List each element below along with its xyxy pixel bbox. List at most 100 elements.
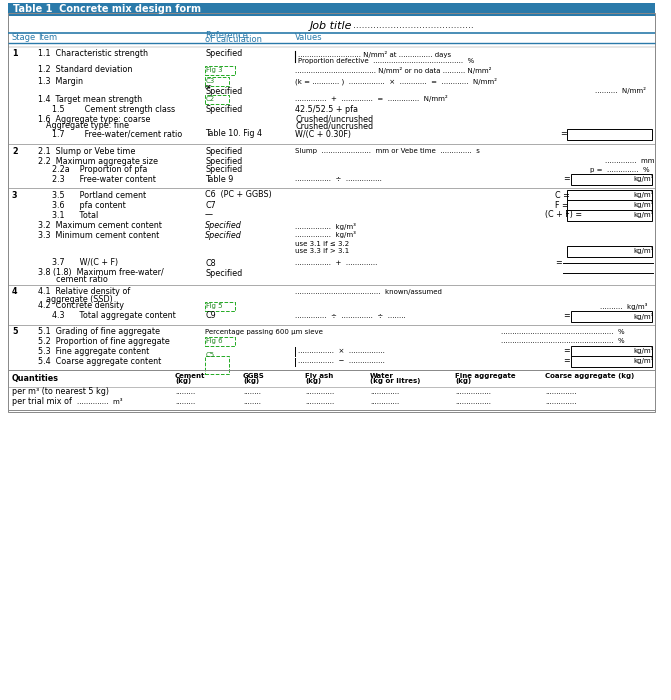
Text: kg/m³: kg/m³ <box>633 312 654 319</box>
Text: Fig 6: Fig 6 <box>206 338 223 344</box>
Bar <box>205 77 229 86</box>
Text: kg/m³: kg/m³ <box>633 202 654 209</box>
Text: 5.1  Grading of fine aggregate: 5.1 Grading of fine aggregate <box>38 328 160 337</box>
Bar <box>567 246 652 257</box>
Text: 2.3      Free-water content: 2.3 Free-water content <box>52 174 156 183</box>
Text: Specified: Specified <box>205 165 242 174</box>
Text: Fig 5: Fig 5 <box>206 303 223 309</box>
Text: GGBS: GGBS <box>243 373 265 379</box>
Text: Quantities: Quantities <box>12 374 59 382</box>
Text: cement ratio: cement ratio <box>56 276 108 284</box>
Text: (kg or litres): (kg or litres) <box>370 378 420 384</box>
Text: Specified: Specified <box>205 88 242 97</box>
Text: 3.5      Portland cement: 3.5 Portland cement <box>52 190 146 199</box>
Text: Water: Water <box>370 373 394 379</box>
Text: kg/m³: kg/m³ <box>633 358 654 365</box>
Text: =: = <box>563 356 570 365</box>
Text: Specified: Specified <box>205 230 242 239</box>
Text: ..........................................: ........................................… <box>353 22 474 31</box>
Text: Reference: Reference <box>205 31 248 39</box>
Text: Table 9: Table 9 <box>205 174 234 183</box>
Text: 1.3  Margin: 1.3 Margin <box>38 76 83 85</box>
Text: ........: ........ <box>243 399 261 405</box>
Text: ..............  m³: .............. m³ <box>77 399 123 405</box>
Text: per trial mix of: per trial mix of <box>12 398 72 407</box>
Text: ..................................................  %: ........................................… <box>501 329 625 335</box>
Text: .............: ............. <box>305 399 334 405</box>
Text: 1.6  Aggregate type: coarse: 1.6 Aggregate type: coarse <box>38 115 150 123</box>
Text: C =: C = <box>555 190 570 199</box>
Text: =: = <box>563 174 570 183</box>
Text: 4.3      Total aggregate content: 4.3 Total aggregate content <box>52 312 176 321</box>
Text: 3.1      Total: 3.1 Total <box>52 211 98 220</box>
Text: 4.1  Relative density of: 4.1 Relative density of <box>38 288 130 297</box>
Text: Proportion defective  ........................................  %: Proportion defective ...................… <box>298 58 474 64</box>
Bar <box>571 174 652 185</box>
Text: (kg): (kg) <box>243 378 259 384</box>
Text: =: = <box>563 312 570 321</box>
Text: 3: 3 <box>12 190 17 199</box>
Text: Stage: Stage <box>12 32 36 41</box>
Text: Item: Item <box>38 32 57 41</box>
Text: ........: ........ <box>243 389 261 395</box>
Text: kg/m³: kg/m³ <box>633 347 654 354</box>
Text: C3: C3 <box>206 78 215 84</box>
Text: Table 10. Fig 4: Table 10. Fig 4 <box>205 130 262 139</box>
Text: W/(C + 0.30F): W/(C + 0.30F) <box>295 130 351 139</box>
Bar <box>8 13 655 412</box>
Text: Aggregate type: fine: Aggregate type: fine <box>46 122 129 130</box>
Bar <box>567 129 652 140</box>
Text: 5: 5 <box>12 328 17 337</box>
Text: kg/m³: kg/m³ <box>633 176 654 183</box>
Text: 5.4  Coarse aggregate content: 5.4 Coarse aggregate content <box>38 356 161 365</box>
Text: 1: 1 <box>12 50 17 59</box>
Text: 1.7        Free-water/cement ratio: 1.7 Free-water/cement ratio <box>52 130 183 139</box>
Text: Specified: Specified <box>205 221 242 230</box>
Text: .........: ......... <box>175 389 195 395</box>
Text: 2.2a    Proportion of pfa: 2.2a Proportion of pfa <box>52 165 148 174</box>
Text: Crushed/uncrushed: Crushed/uncrushed <box>295 122 373 130</box>
Text: (kg): (kg) <box>455 378 471 384</box>
Text: 3.6      pfa content: 3.6 pfa content <box>52 200 125 209</box>
Text: ..........  N/mm²: .......... N/mm² <box>595 87 646 94</box>
Text: or: or <box>205 84 212 90</box>
Text: 5.2  Proportion of fine aggregate: 5.2 Proportion of fine aggregate <box>38 337 170 346</box>
Text: .........: ......... <box>175 399 195 405</box>
Bar <box>571 346 652 357</box>
Text: 42.5/52.5 + pfa: 42.5/52.5 + pfa <box>295 104 358 113</box>
Text: ..............: .............. <box>545 399 576 405</box>
Text: Specified: Specified <box>205 104 242 113</box>
Text: p =  ..............  %: p = .............. % <box>590 167 650 173</box>
Text: Job title: Job title <box>310 21 352 31</box>
Text: =: = <box>555 258 562 267</box>
Text: 1.2  Standard deviation: 1.2 Standard deviation <box>38 66 132 74</box>
Text: 1.4  Target mean strength: 1.4 Target mean strength <box>38 94 142 104</box>
Bar <box>205 337 235 346</box>
Bar <box>205 66 235 75</box>
Bar <box>567 190 652 201</box>
Text: Specified: Specified <box>205 50 242 59</box>
Bar <box>205 356 229 374</box>
Text: 3.2  Maximum cement content: 3.2 Maximum cement content <box>38 221 162 230</box>
Text: Specified: Specified <box>205 157 242 165</box>
Text: Fine aggregate: Fine aggregate <box>455 373 515 379</box>
Text: Coarse aggregate (kg): Coarse aggregate (kg) <box>545 373 634 379</box>
Text: kg/m³: kg/m³ <box>633 248 654 255</box>
Text: (k = ............ )  ................  ×  ............  =  ............  N/mm²: (k = ............ ) ................ × .… <box>295 77 497 85</box>
Text: Fig 3: Fig 3 <box>206 67 223 73</box>
Text: .................................... N/mm² or no data .......... N/mm²: .................................... N/m… <box>295 66 491 74</box>
Text: ..........  kg/m³: .......... kg/m³ <box>600 302 648 309</box>
Bar <box>567 200 652 211</box>
Text: ................: ................ <box>455 389 491 395</box>
Text: aggregate (SSD): aggregate (SSD) <box>46 295 113 304</box>
Text: Table 1  Concrete mix design form: Table 1 Concrete mix design form <box>13 4 201 15</box>
Text: ................  −  ................: ................ − ................ <box>298 358 385 364</box>
Text: =: = <box>563 346 570 356</box>
Text: ................  +  ..............: ................ + .............. <box>295 260 377 266</box>
Text: .............: ............. <box>370 389 399 395</box>
Text: —: — <box>205 211 213 220</box>
Bar <box>571 311 652 322</box>
Text: 2.2  Maximum aggregate size: 2.2 Maximum aggregate size <box>38 157 158 165</box>
Text: Values: Values <box>295 32 323 41</box>
Text: ................  ×  ................: ................ × ................ <box>298 348 385 354</box>
